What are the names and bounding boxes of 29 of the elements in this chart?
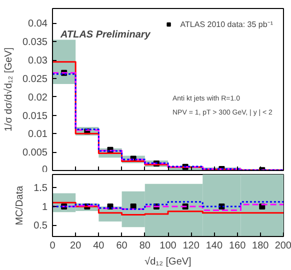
y-tick-label: 0.005 — [22, 148, 48, 159]
line-series — [52, 201, 284, 210]
x-tick-label: 100 — [160, 240, 177, 252]
y-tick-label: 0.02 — [28, 92, 48, 104]
y-tick-label: 0.01 — [28, 129, 48, 140]
x-axis-title: √d₁₂ [GeV] — [144, 256, 192, 268]
x-tick-label: 20 — [70, 240, 82, 252]
y-tick-label: 0.015 — [22, 110, 48, 122]
x-tick-label: 120 — [182, 240, 200, 252]
y-tick-label: 0.03 — [28, 56, 48, 67]
y-tick-label: 1 — [42, 202, 48, 213]
y-tick-label: 0.025 — [22, 74, 48, 85]
y-tick-label: 0.04 — [28, 18, 48, 30]
y-axis-title: 1/σ dσ/d√d₁₂ [GeV] — [3, 47, 14, 132]
legend-label: ATLAS 2010 data: 35 pb⁻¹ — [180, 19, 273, 29]
x-tick-label: 80 — [139, 240, 151, 252]
x-tick-label: 40 — [93, 240, 105, 252]
line-series — [52, 202, 284, 216]
annotation: ATLAS Preliminary — [60, 30, 151, 40]
y-tick-label: 1.5 — [34, 183, 48, 194]
x-tick-label: 0 — [50, 240, 56, 252]
x-tick-label: 60 — [116, 240, 128, 252]
x-tick-label: 200 — [274, 240, 291, 252]
y-tick-label: 0.035 — [22, 37, 48, 48]
y-axis-title: MC/Data — [14, 185, 26, 226]
x-tick-label: 140 — [206, 240, 223, 252]
x-tick-label: 180 — [252, 240, 270, 252]
y-tick-label: 0.5 — [34, 220, 48, 232]
x-tick-label: 160 — [228, 240, 246, 252]
